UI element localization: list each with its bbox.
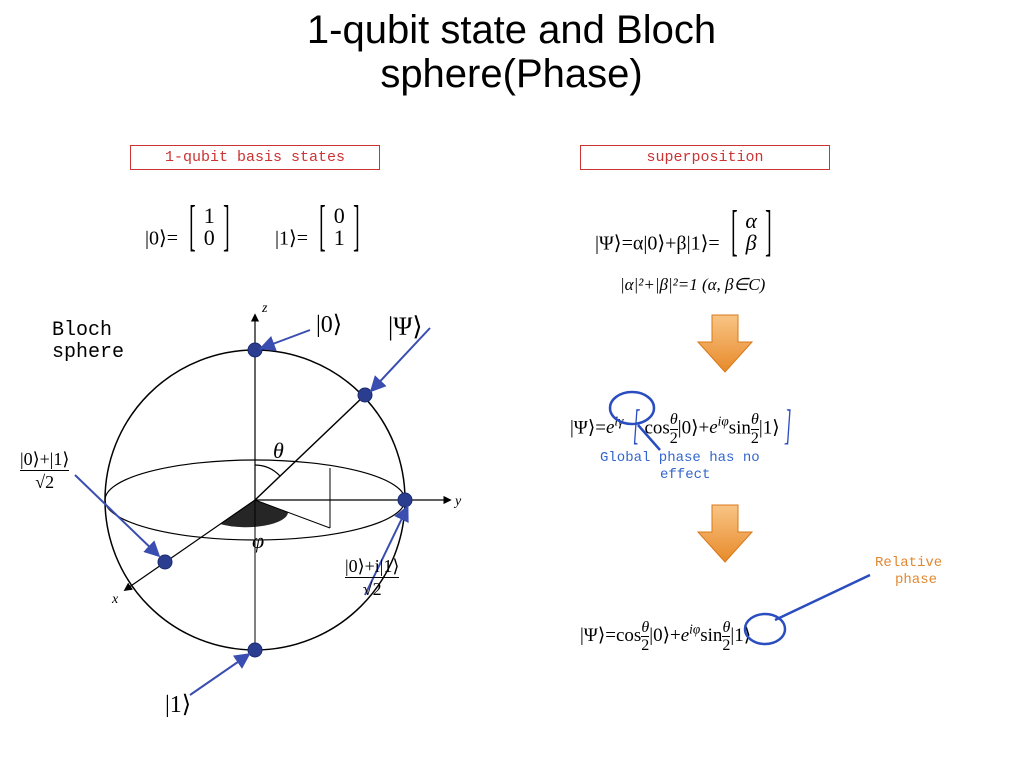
ket0-lhs: |0⟩=	[145, 227, 178, 249]
ket1-equation: |1⟩= [ 0 1 ]	[275, 205, 365, 250]
ket0-vector: [ 1 0 ]	[183, 205, 235, 249]
svg-text:y: y	[453, 494, 462, 509]
relative-phase-note: Relative phase	[875, 555, 942, 589]
svg-text:z: z	[261, 301, 268, 316]
basis-states-label: 1-qubit basis states	[130, 145, 380, 170]
bloch-label-plus-i: |0⟩+i|1⟩ √2	[345, 555, 399, 598]
svg-text:x: x	[111, 592, 119, 607]
svg-text:θ: θ	[273, 438, 284, 463]
title-line-2: sphere(Phase)	[380, 52, 642, 96]
bloch-label-ket0: |0⟩	[316, 310, 342, 339]
bloch-sphere-diagram: z y x θ φ φ	[30, 290, 480, 720]
global-phase-equation: |Ψ⟩=eiγ [cosθ2|0⟩+eiφsinθ2|1⟩]	[570, 405, 796, 453]
normalization-equation: |α|²+|β|²=1 (α, β∈C)	[620, 275, 765, 295]
bloch-label-psi: |Ψ⟩	[388, 312, 423, 342]
eq1-lhs: |Ψ⟩=α|0⟩+β|1⟩=	[595, 232, 720, 254]
global-phase-note: Global phase has no effect	[600, 450, 760, 484]
ket1-lhs: |1⟩=	[275, 227, 308, 249]
relative-phase-equation: |Ψ⟩=cosθ2|0⟩+eiφsinθ2|1⟩	[580, 620, 751, 653]
superposition-label: superposition	[580, 145, 830, 170]
ket1-vector: [ 0 1 ]	[313, 205, 365, 249]
title-line-1: 1-qubit state and Bloch	[307, 8, 716, 52]
arrow-down-icon	[690, 310, 760, 380]
eq1-vector: [ α β ]	[725, 210, 778, 254]
svg-text:φ: φ	[252, 528, 264, 553]
bloch-label-plus: |0⟩+|1⟩ √2	[20, 448, 69, 491]
superposition-equation: |Ψ⟩=α|0⟩+β|1⟩= [ α β ]	[595, 210, 778, 255]
ket0-equation: |0⟩= [ 1 0 ]	[145, 205, 235, 250]
bloch-label-ket1: |1⟩	[165, 690, 191, 719]
relative-phase-pointer-icon	[770, 570, 890, 625]
page-title: 1-qubit state and Bloch sphere(Phase)	[0, 0, 1023, 96]
arrow-down-icon-2	[690, 500, 760, 570]
